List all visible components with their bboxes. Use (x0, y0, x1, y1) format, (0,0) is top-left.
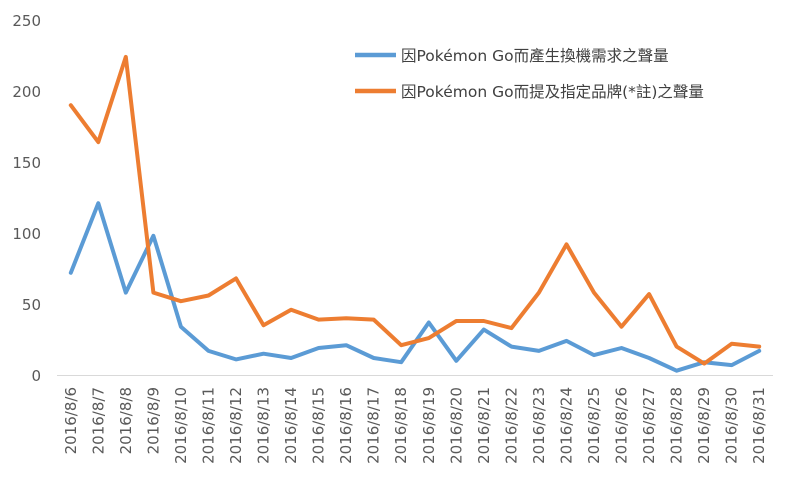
x-tick-label: 2016/8/26 (613, 387, 631, 464)
x-tick-label: 2016/8/15 (310, 387, 328, 464)
y-tick-label: 200 (12, 83, 41, 101)
y-axis-ticks: 0 50 100 150 200 250 (12, 12, 41, 385)
x-tick-label: 2016/8/21 (475, 387, 493, 464)
x-axis-ticks: 2016/8/6 2016/8/7 2016/8/8 2016/8/9 2016/8/1… (62, 387, 768, 464)
x-tick-label: 2016/8/30 (723, 387, 741, 464)
x-tick-label: 2016/8/16 (337, 387, 355, 464)
x-tick-label: 2016/8/28 (668, 387, 686, 464)
x-tick-label: 2016/8/20 (447, 387, 465, 464)
x-tick-label: 2016/8/18 (392, 387, 410, 464)
x-tick-label: 2016/8/9 (144, 387, 162, 454)
x-tick-label: 2016/8/17 (365, 387, 383, 464)
y-tick-label: 50 (22, 296, 41, 314)
x-tick-label: 2016/8/10 (172, 387, 190, 464)
x-tick-label: 2016/8/23 (530, 387, 548, 464)
y-tick-label: 100 (12, 225, 41, 243)
x-tick-label: 2016/8/6 (62, 387, 80, 454)
x-tick-label: 2016/8/7 (89, 387, 107, 454)
x-tick-label: 2016/8/29 (695, 387, 713, 464)
x-tick-label: 2016/8/13 (255, 387, 273, 464)
y-tick-label: 250 (12, 12, 41, 30)
x-tick-label: 2016/8/11 (199, 387, 217, 464)
legend-label-series-1: 因Pokémon Go而產生換機需求之聲量 (401, 47, 669, 65)
x-tick-label: 2016/8/22 (502, 387, 520, 464)
x-tick-label: 2016/8/19 (420, 387, 438, 464)
series-line-1 (68, 201, 762, 373)
x-tick-label: 2016/8/25 (585, 387, 603, 464)
x-tick-label: 2016/8/8 (117, 387, 135, 454)
x-tick-label: 2016/8/12 (227, 387, 245, 464)
y-tick-label: 0 (31, 367, 41, 385)
legend-label-series-2: 因Pokémon Go而提及指定品牌(*註)之聲量 (401, 83, 704, 101)
x-tick-label: 2016/8/14 (282, 387, 300, 464)
series-lines (68, 54, 762, 373)
y-tick-label: 150 (12, 154, 41, 172)
x-tick-label: 2016/8/31 (750, 387, 768, 464)
x-tick-label: 2016/8/24 (557, 387, 575, 464)
x-tick-label: 2016/8/27 (640, 387, 658, 464)
series-line-2 (68, 54, 762, 366)
legend: 因Pokémon Go而產生換機需求之聲量 因Pokémon Go而提及指定品牌… (355, 47, 704, 101)
